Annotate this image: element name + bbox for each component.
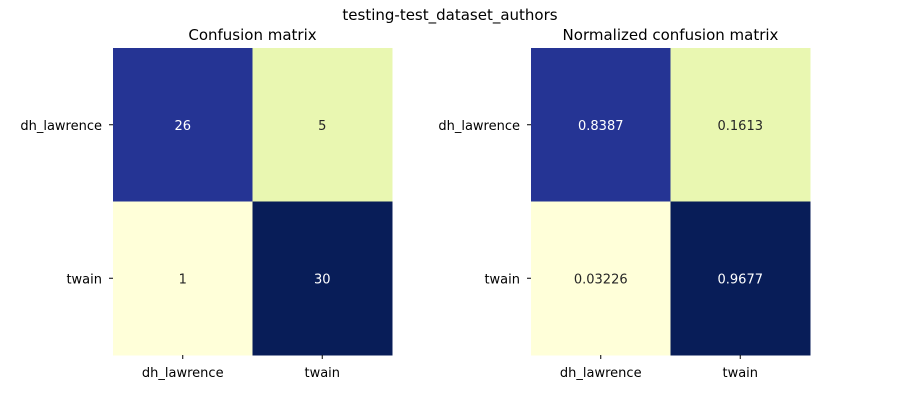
figure-title: testing-test_dataset_authors — [342, 6, 557, 25]
cell-value-label: 30 — [314, 272, 331, 287]
heatmap-cell — [670, 201, 811, 356]
x-tick-label: twain — [722, 366, 758, 381]
heatmap-cell — [113, 201, 253, 356]
heatmap-cell — [531, 201, 671, 356]
y-tick-label: dh_lawrence — [20, 119, 102, 134]
chart-title: Confusion matrix — [188, 26, 316, 44]
y-tick-label: twain — [66, 272, 102, 287]
chart-title: Normalized confusion matrix — [563, 26, 779, 44]
cell-value-label: 1 — [179, 272, 187, 287]
cell-value-label: 5 — [318, 119, 326, 134]
cell-value-label: 0.1613 — [718, 119, 764, 134]
heatmap-panel-2: Normalized confusion matrix 0.8387 0.1613 0… — [438, 26, 811, 381]
cell-value-label: 0.03226 — [574, 272, 628, 287]
cell-value-label: 0.8387 — [578, 119, 624, 134]
x-tick-label: twain — [304, 366, 340, 381]
x-tick-label: dh_lawrence — [560, 366, 642, 381]
heatmap-cell — [252, 201, 393, 356]
heatmap-cell — [670, 48, 811, 202]
y-tick-label: dh_lawrence — [438, 119, 520, 134]
x-tick-label: dh_lawrence — [142, 366, 224, 381]
cell-value-label: 0.9677 — [718, 272, 764, 287]
heatmap-cell — [252, 48, 393, 202]
heatmap-cell — [531, 48, 671, 202]
cell-value-label: 26 — [174, 119, 191, 134]
heatmap-cell — [113, 48, 253, 202]
y-tick-label: twain — [484, 272, 520, 287]
